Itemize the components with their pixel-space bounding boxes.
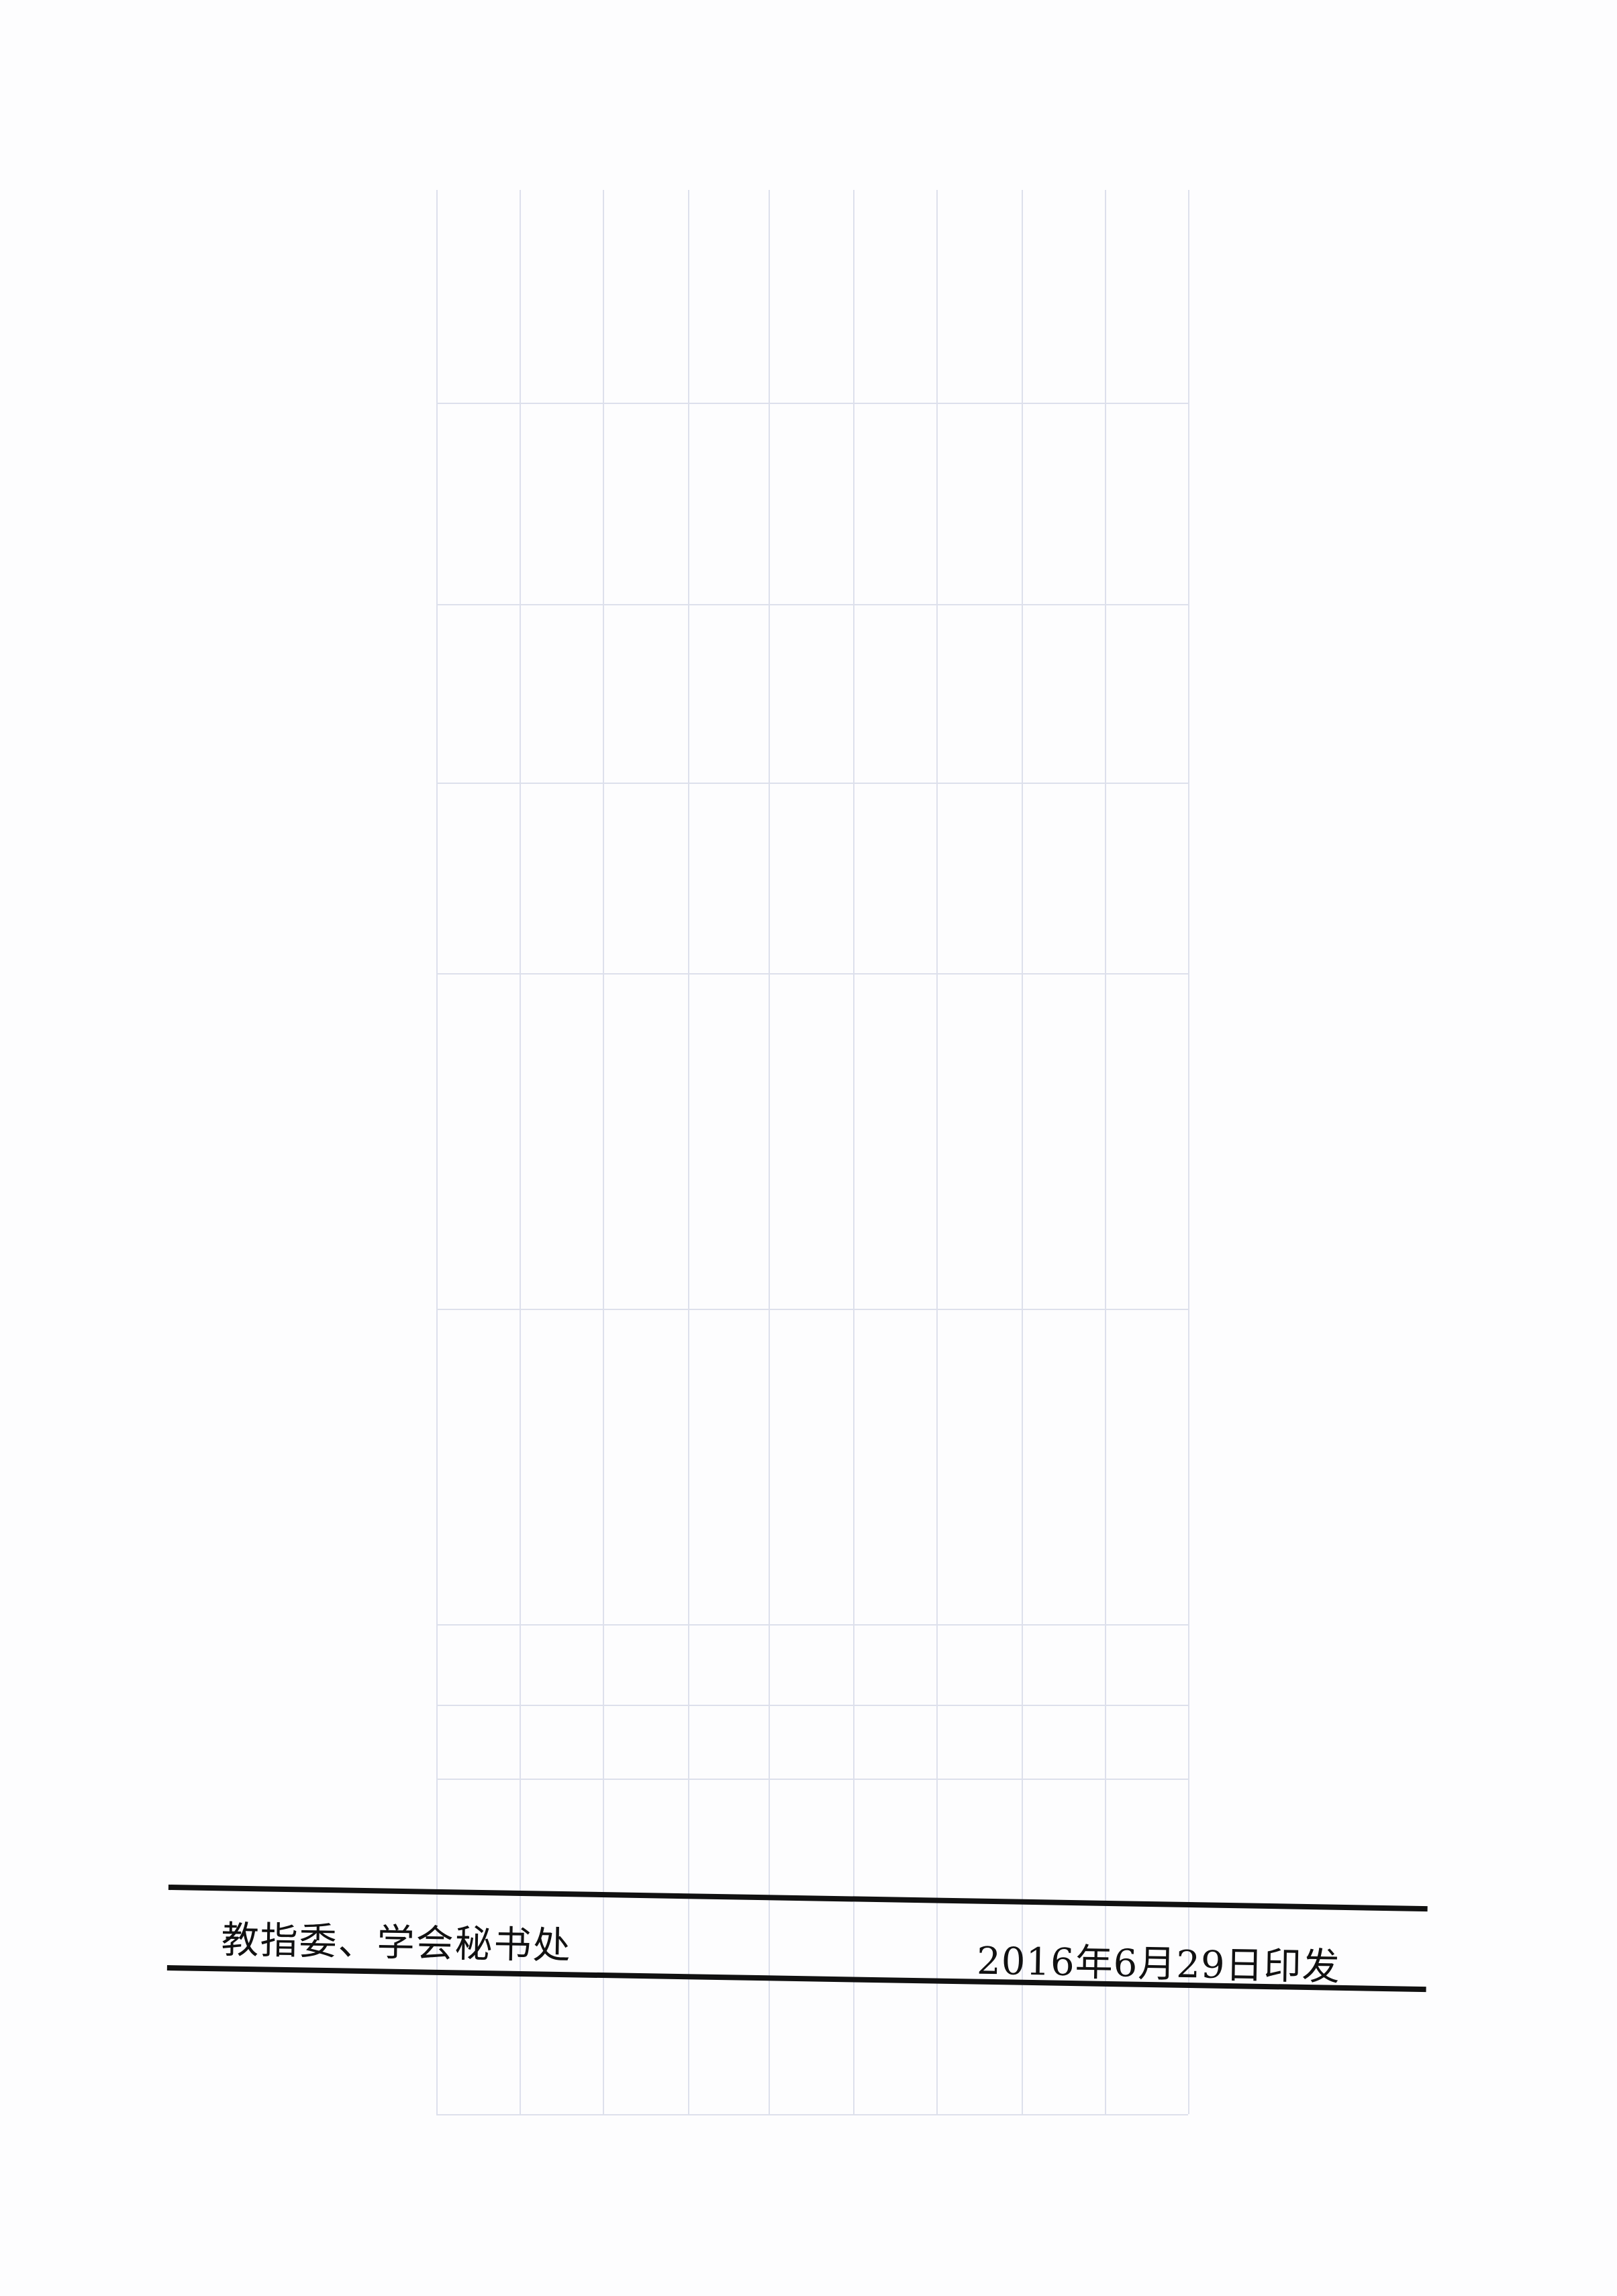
bleed-through-line (436, 1705, 1188, 1706)
bleed-through-line (1022, 190, 1023, 2114)
bleed-through-line (436, 1309, 1188, 1310)
bleed-through-line (688, 190, 689, 2114)
bleed-through-line (436, 1779, 1188, 1780)
bleed-through-line (436, 604, 1188, 605)
bleed-through-line (1188, 190, 1189, 2114)
bleed-through-line (520, 190, 521, 2114)
bleed-through-line (436, 190, 438, 2114)
footer-top-rule (168, 1885, 1428, 1912)
bleed-through-line (436, 1624, 1188, 1626)
bleed-through-line (436, 973, 1188, 975)
bleed-through-line (1105, 190, 1106, 2114)
bleed-through-line (436, 403, 1188, 404)
issuer-text: 教指委、学会秘书处 (221, 1918, 573, 1968)
bleed-through-line (853, 190, 854, 2114)
bleed-through-line (769, 190, 770, 2114)
bleed-through-line (936, 190, 938, 2114)
document-footer: 教指委、学会秘书处 2016年6月29日印发 (166, 1885, 1428, 2000)
bleed-through-line (603, 190, 604, 2114)
bleed-through-line (436, 2114, 1188, 2115)
bleed-through-line (436, 783, 1188, 784)
